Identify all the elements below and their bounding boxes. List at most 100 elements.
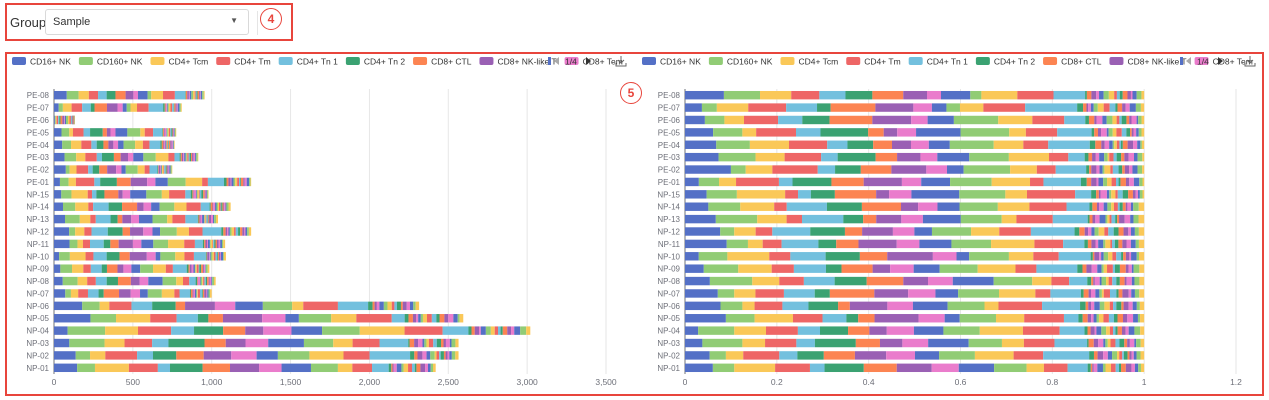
bar-segment [1088, 152, 1093, 162]
bar-segment [480, 326, 486, 335]
bar-segment [197, 152, 199, 162]
legend-swatch[interactable] [780, 57, 795, 65]
bar-segment [1083, 289, 1089, 298]
legend-item-label[interactable]: CD4+ Tn 2 [994, 57, 1035, 67]
legend-swatch[interactable] [150, 57, 165, 65]
bar-segment [243, 177, 245, 187]
legend-swatch[interactable] [12, 57, 26, 65]
bar-segment [1116, 252, 1122, 261]
bar-segment [969, 152, 1009, 162]
bar-segment [891, 165, 927, 174]
legend-swatch[interactable] [479, 57, 494, 65]
bar-segment [75, 177, 95, 187]
bar-segment [379, 338, 409, 348]
bar-segment [221, 202, 223, 211]
legend-swatch[interactable] [216, 57, 231, 65]
bar-segment [1097, 264, 1102, 273]
bar-segment [1095, 214, 1100, 224]
bar-segment [204, 214, 205, 224]
legend-swatch[interactable] [413, 57, 428, 65]
bar-segment [310, 363, 338, 373]
bar-segment [240, 177, 244, 187]
bar-segment [61, 190, 72, 199]
legend-item-label[interactable]: CD4+ Tcm [168, 57, 208, 67]
legend-item-label[interactable]: CD4+ Tn 1 [297, 57, 338, 67]
legend-swatch[interactable] [1043, 57, 1058, 65]
legend-item-label[interactable]: CD4+ Tm [234, 57, 270, 67]
bar-segment [212, 276, 214, 286]
bar-segment [785, 190, 799, 199]
legend-swatch[interactable] [78, 57, 93, 65]
legend-item-label[interactable]: CD8+ Tem [1213, 57, 1253, 67]
bar-segment [183, 276, 190, 286]
bar-segment [1095, 289, 1100, 298]
bar-segment [1117, 202, 1120, 211]
bar-segment [206, 190, 208, 199]
bar-segment [193, 152, 196, 162]
download-icon[interactable] [1244, 56, 1256, 67]
bar-segment [166, 128, 167, 137]
bar-segment [1108, 227, 1114, 236]
bar-segment [514, 326, 521, 335]
legend-swatch[interactable] [708, 57, 723, 65]
bar-segment [54, 165, 66, 174]
legend-swatch[interactable] [345, 57, 360, 65]
bar-segment [1087, 276, 1092, 286]
bar-segment [802, 115, 830, 125]
bar-segment [146, 190, 162, 199]
bar-segment [199, 264, 202, 273]
bar-segment [95, 276, 107, 286]
legend-item-label[interactable]: CD160+ NK [97, 57, 143, 67]
chevron-down-icon[interactable]: ▼ [230, 16, 238, 25]
chevron-left-icon[interactable] [1186, 57, 1191, 65]
legend-item-label[interactable]: CD4+ Tm [864, 57, 900, 67]
legend-swatch[interactable] [975, 57, 990, 65]
bar-segment [1077, 264, 1083, 273]
legend-item-label[interactable]: CD160+ NK [727, 57, 773, 67]
bar-segment [372, 363, 389, 373]
bar-segment [1017, 90, 1054, 100]
legend-item-label[interactable]: CD8+ Tem [583, 57, 623, 67]
bar-segment [442, 326, 469, 335]
bar-segment [426, 314, 432, 323]
bar-segment [743, 351, 780, 360]
group-select[interactable]: Sample ▼ [45, 9, 249, 35]
chevron-right-icon[interactable] [1218, 57, 1223, 65]
bar-segment [740, 202, 775, 211]
bar-segment [1043, 363, 1068, 373]
bar-segment [911, 190, 960, 199]
bar-segment [214, 252, 216, 261]
legend-item-label[interactable]: CD8+ CTL [431, 57, 472, 67]
legend-swatch[interactable] [1194, 57, 1209, 65]
bar-segment [245, 338, 269, 348]
bar-segment [168, 338, 205, 348]
legend-swatch[interactable] [908, 57, 923, 65]
chevron-left-icon[interactable] [554, 57, 559, 65]
legend-swatch[interactable] [564, 57, 579, 65]
bar-segment [130, 177, 148, 187]
bar-segment [69, 252, 86, 261]
download-icon[interactable] [615, 56, 627, 67]
bar-segment [88, 90, 99, 100]
legend-item-label[interactable]: CD8+ NK-like T [497, 57, 556, 67]
chevron-right-icon[interactable] [586, 57, 591, 65]
legend-item-label[interactable]: CD8+ NK-like T [1127, 57, 1186, 67]
legend-item-label[interactable]: CD16+ NK [660, 57, 701, 67]
legend-item-label[interactable]: CD8+ CTL [1061, 57, 1102, 67]
legend-swatch[interactable] [1109, 57, 1124, 65]
bar-segment [702, 338, 743, 348]
bar-segment [1099, 301, 1105, 311]
bar-segment [809, 363, 825, 373]
legend-item-label[interactable]: CD4+ Tn 2 [364, 57, 405, 67]
bar-segment [1106, 190, 1110, 199]
bar-segment [1105, 214, 1108, 224]
bar-segment [727, 252, 770, 261]
legend-item-label[interactable]: CD16+ NK [30, 57, 71, 67]
legend-item-label[interactable]: CD4+ Tn 1 [927, 57, 968, 67]
bar-segment [54, 239, 70, 249]
legend-swatch[interactable] [642, 57, 656, 65]
legend-swatch[interactable] [846, 57, 861, 65]
legend-item-label[interactable]: CD4+ Tcm [798, 57, 838, 67]
legend-swatch[interactable] [278, 57, 293, 65]
bar-segment [87, 190, 93, 199]
